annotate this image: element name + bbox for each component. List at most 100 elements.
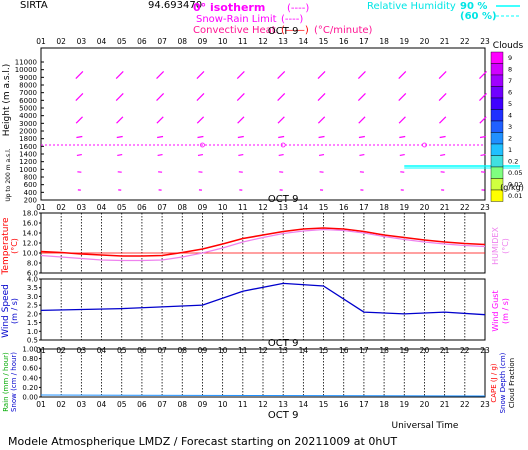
hour-label-mid1: 06	[137, 203, 147, 212]
humidex-axis-label: HUMIDEX	[491, 227, 500, 265]
rain-axis-label: Rain (mm / hour)	[2, 352, 10, 412]
height-tick-label: 9000	[19, 74, 37, 82]
clouds-scale-unit: (g/kg)	[500, 183, 524, 192]
height-tick-label: 1000	[19, 166, 37, 174]
hour-label-bottom: 10	[218, 400, 228, 409]
hour-label-mid1: 20	[420, 203, 430, 212]
clouds-scale-swatch	[490, 51, 504, 64]
height-tick-label: 200	[24, 197, 37, 205]
wind-arrow	[76, 153, 82, 157]
hour-label-top: 11	[238, 37, 248, 46]
height-tick-label: 800	[24, 174, 37, 182]
wind-arrow	[115, 71, 124, 79]
clouds-scale-swatch	[490, 109, 504, 122]
clouds-scale-level: 2	[508, 135, 512, 143]
hour-label-top: 17	[359, 37, 369, 46]
wind-arrow	[116, 116, 124, 124]
wind-arrow	[357, 93, 366, 101]
wind-arrow	[277, 93, 286, 101]
legend-rh-60: (60 %)	[460, 11, 497, 22]
hour-label-bottom: 09	[198, 400, 208, 409]
isotherm-marker	[280, 142, 286, 148]
legend-relative-humidity: Relative Humidity	[367, 1, 456, 12]
clouds-scale-level: 4	[508, 112, 512, 120]
isotherm-marker	[200, 142, 205, 148]
hour-label-bottom: 23	[480, 400, 490, 409]
temperature-tick-label: 10.0	[22, 250, 38, 258]
clouds-scale-swatch	[490, 97, 504, 110]
wind-tick-label: 4.0	[27, 276, 38, 284]
hour-label-top: 08	[177, 37, 187, 46]
wind-arrow	[357, 71, 366, 79]
wind-tick-label: 2.0	[27, 310, 38, 318]
hour-label-bottom: 08	[177, 400, 187, 409]
wind-arrow	[439, 116, 447, 124]
legend-convective-unit: (°C/minute)	[314, 25, 373, 36]
temperature-tick-label: 12.0	[22, 240, 38, 248]
panel-frame-height	[40, 47, 486, 201]
clouds-scale-level: 8	[508, 66, 512, 74]
snow-axis-label: Snow (cm / hour)	[10, 352, 18, 412]
isotherm-marker	[422, 142, 427, 148]
wind-arrow	[196, 71, 205, 79]
hour-label-top: 01	[36, 37, 46, 46]
hour-label-bottom: 18	[379, 400, 389, 409]
height-tick-label: 10000	[15, 66, 37, 74]
day-label: OCT 9	[268, 338, 299, 349]
hour-label-bottom: 22	[460, 400, 470, 409]
hour-label-bottom: 03	[77, 400, 87, 409]
wind-arrow	[480, 153, 486, 157]
clouds-scale-level: 5	[508, 100, 512, 108]
clouds-scale-level: 7	[508, 77, 512, 85]
hour-label-bottom: 19	[399, 400, 409, 409]
hour-label-bottom: 13	[278, 400, 288, 409]
hour-label-bottom: 11	[238, 400, 248, 409]
height-tick-label: 4000	[19, 112, 37, 120]
height-axis-label: Height (m a.s.l.)	[2, 64, 12, 137]
hour-label-top: 23	[480, 37, 490, 46]
rain-tick-label: 0.40	[22, 374, 38, 382]
wind-arrow	[439, 135, 446, 139]
height-tick-label: 7000	[19, 89, 37, 97]
wind-arrow	[278, 153, 284, 157]
legend-symbol-isotherm: (----)	[287, 3, 309, 14]
hour-label-mid1: 21	[440, 203, 450, 212]
wind-arrow	[197, 153, 204, 157]
wind-arrow	[277, 71, 286, 79]
hour-label-bottom: 16	[339, 400, 349, 409]
wind-arrow	[277, 116, 285, 124]
legend-rh-90: 90 %	[460, 1, 487, 12]
clouds-scale-level: 3	[508, 123, 512, 131]
height-tick-label: 3000	[19, 120, 37, 128]
height-tick-label: 600	[24, 181, 37, 189]
day-label: OCT 9	[268, 410, 299, 421]
temperature-tick-label: 16.0	[22, 220, 38, 228]
hour-label-bottom: 02	[56, 400, 66, 409]
legend-zero-isotherm: 0° isotherm	[193, 1, 265, 14]
temperature-tick-label: 18.0	[22, 210, 38, 218]
wind-arrow	[156, 71, 165, 79]
wind-arrow	[398, 116, 406, 124]
hour-label-top: 13	[278, 37, 288, 46]
wind-arrow	[75, 71, 84, 79]
cloud-fraction-axis-label: Cloud Fraction	[508, 358, 516, 408]
clouds-scale-level: 0.02	[508, 181, 522, 189]
hour-label-mid1: 01	[36, 203, 46, 212]
legend-symbol-snow: (----)	[281, 14, 303, 25]
temperature-tick-label: 8.0	[27, 260, 38, 268]
hour-label-top: 20	[420, 37, 430, 46]
wind-arrow	[438, 71, 447, 79]
clouds-scale-level: 6	[508, 89, 512, 97]
hour-label-top: 10	[218, 37, 228, 46]
clouds-scale-swatch	[490, 143, 504, 156]
wind-axis-unit: (m / s)	[10, 298, 19, 324]
wind-tick-label: 3.5	[27, 284, 38, 292]
height-tick-label: 8000	[19, 82, 37, 90]
clouds-scale-swatch	[490, 189, 504, 202]
clouds-scale-swatch	[490, 155, 504, 168]
wind-arrow	[358, 135, 365, 139]
hour-label-bottom: 01	[36, 400, 46, 409]
wind-arrow	[318, 153, 325, 157]
wind-arrow	[318, 135, 325, 139]
hour-label-mid1: 09	[198, 203, 208, 212]
